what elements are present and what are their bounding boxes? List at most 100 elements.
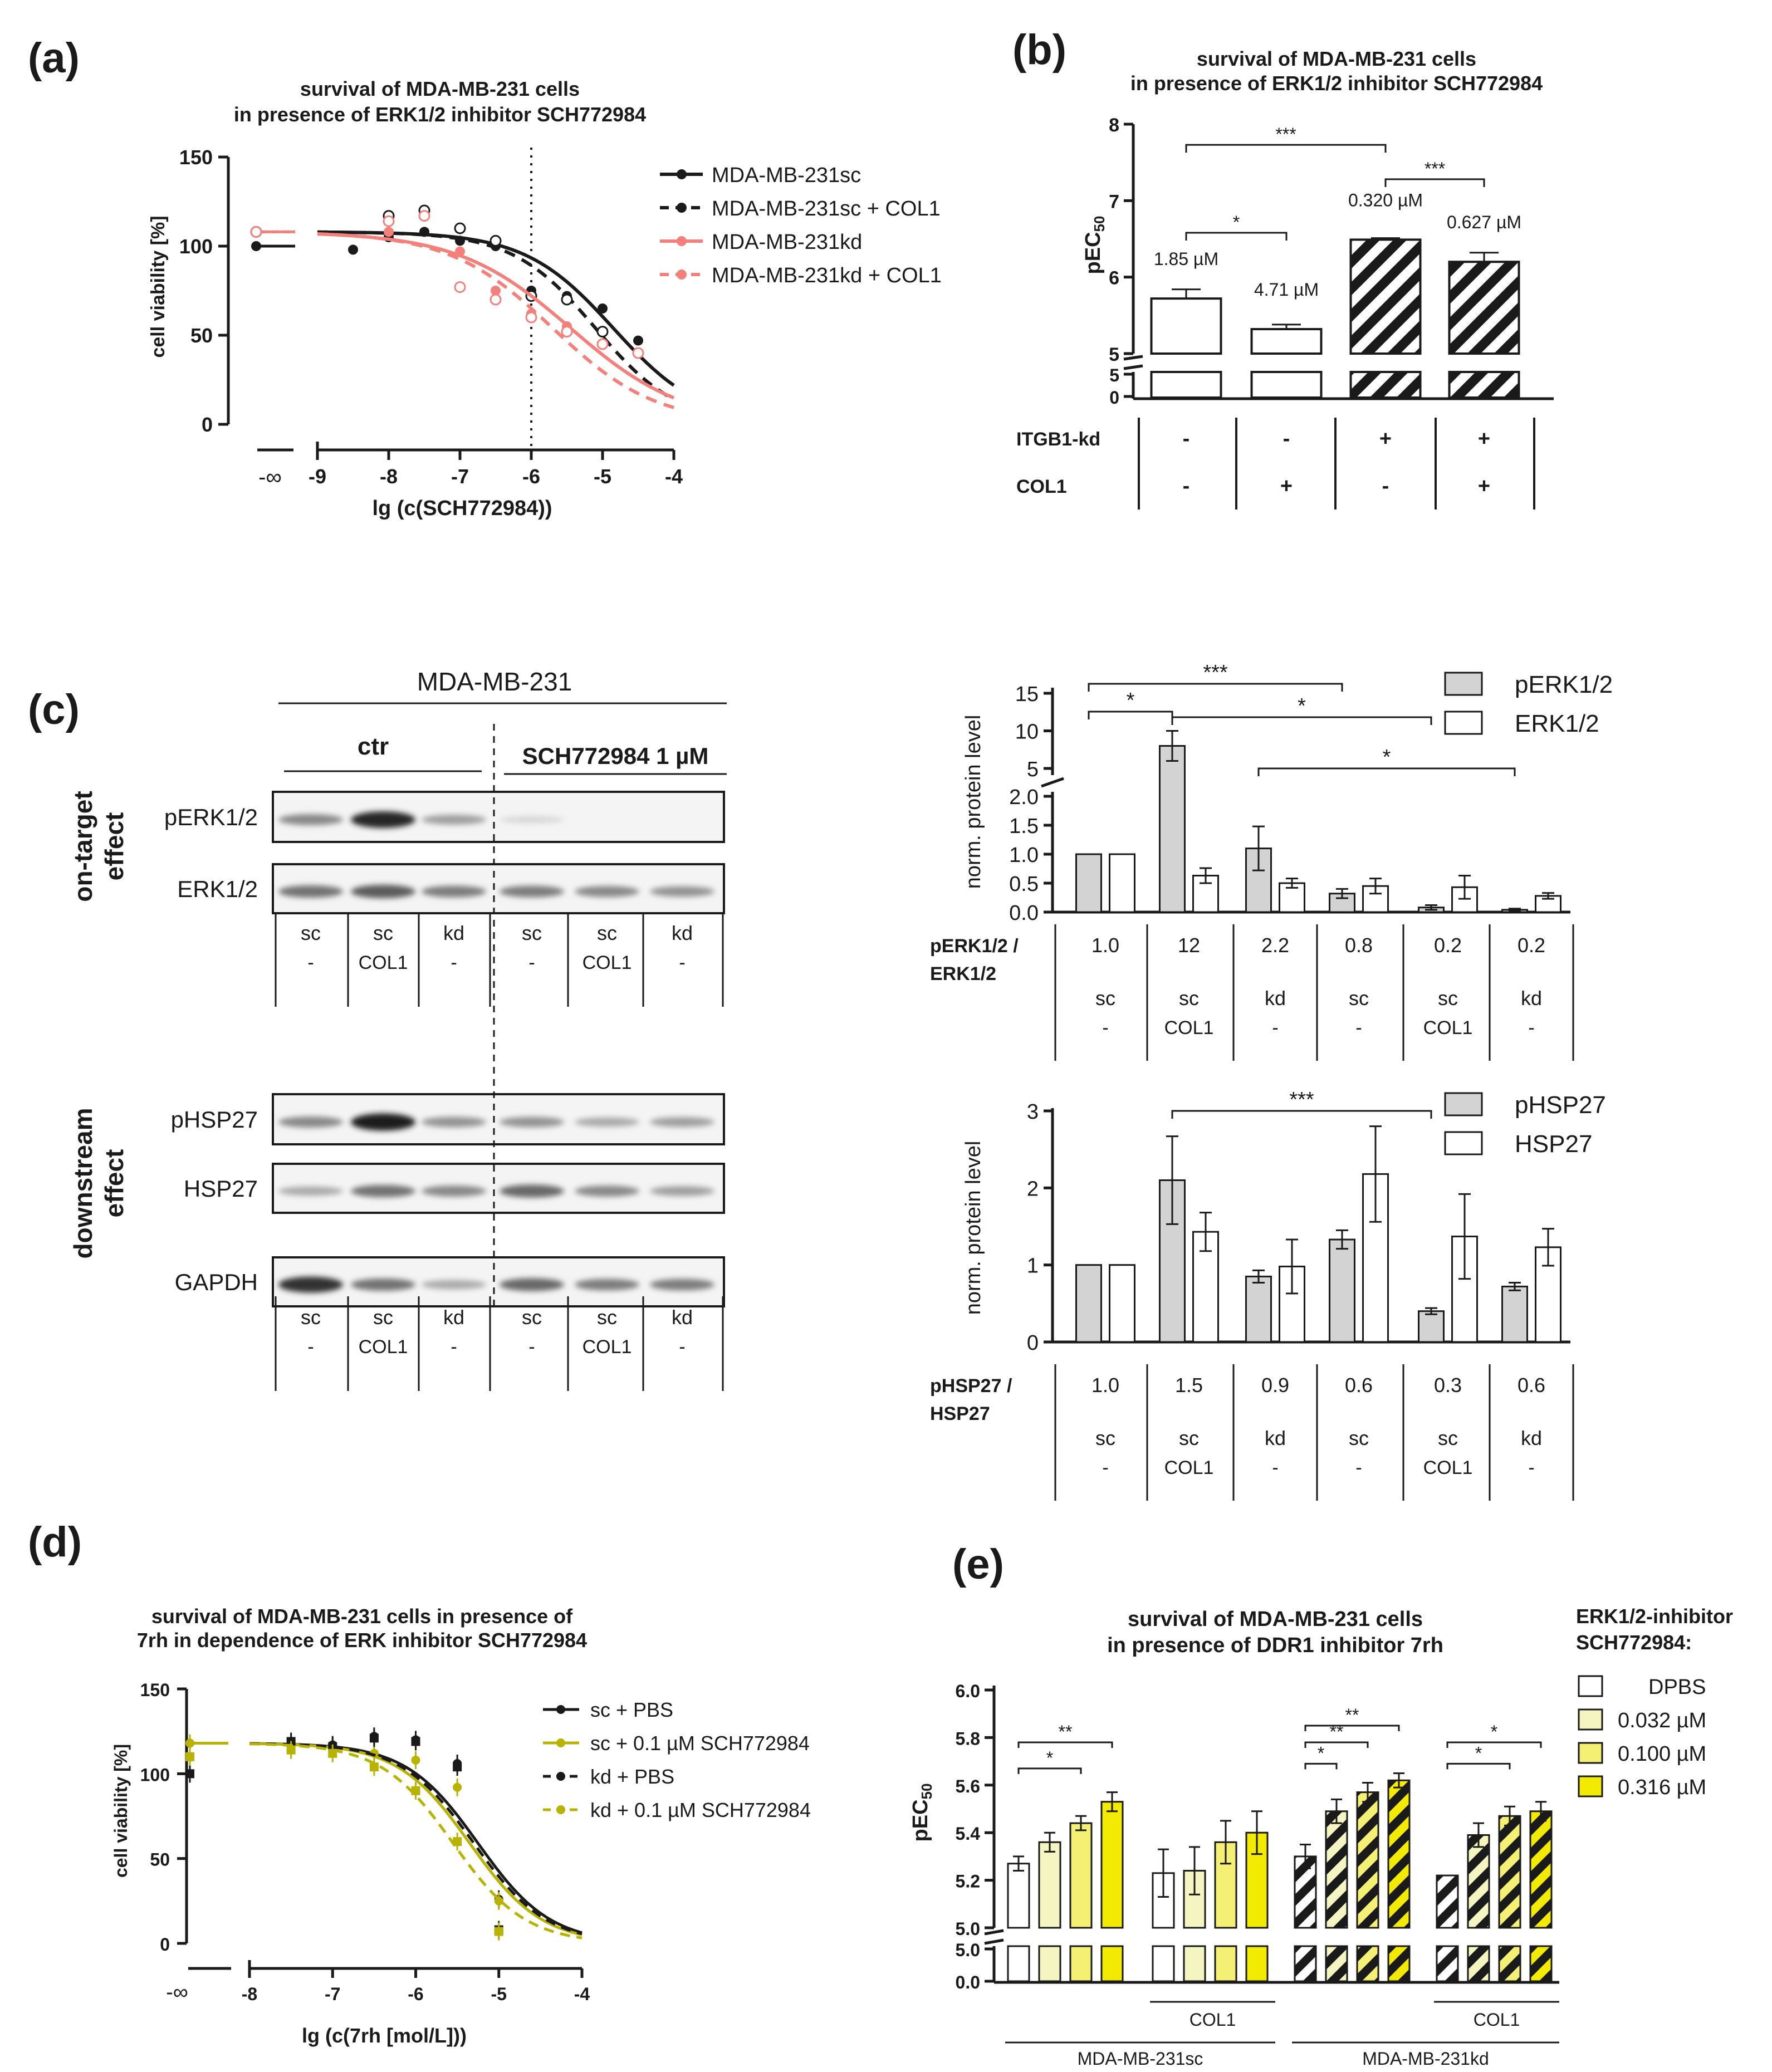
d-y-ticks: 0 50 100 150: [140, 1680, 187, 1955]
d-series: [185, 1727, 582, 1941]
b-table-cell: +: [1280, 474, 1293, 498]
blot-band: [575, 1279, 639, 1291]
blot-band: [650, 1117, 714, 1127]
c-bar: [1245, 1275, 1272, 1343]
e-lower-tick-label: 0.0: [956, 1972, 980, 1992]
significance-label: **: [1330, 1722, 1344, 1742]
blot-lane-type: sc: [301, 922, 321, 944]
c-bar: [1109, 853, 1135, 913]
c-treatment: COL1: [1423, 1457, 1473, 1478]
blot-strip: [272, 1093, 725, 1145]
c-ratio-value: 1.5: [1175, 1374, 1203, 1397]
e-bar: [1529, 1810, 1553, 1929]
e-y-tick-label: 5.2: [956, 1872, 980, 1892]
a-fit-curve: [317, 230, 675, 401]
blot-band: [351, 1278, 415, 1291]
b-table-cell: +: [1478, 427, 1490, 450]
c-cell-type: sc: [1179, 1427, 1199, 1449]
blot-treatment-label: SCH772984 1 µM: [522, 743, 709, 769]
a-data-point: [384, 227, 394, 237]
significance-label: *: [1475, 1743, 1482, 1763]
blot-lane-treatment: COL1: [359, 952, 408, 973]
b-title: survival of MDA-MB-231 cells: [1197, 47, 1476, 70]
a-data-point: [525, 311, 537, 324]
blot-ctr-label: ctr: [358, 733, 389, 760]
significance-bracket: [1017, 1767, 1082, 1774]
c-break-mark: [1041, 777, 1064, 788]
e-bar: [1498, 1815, 1521, 1929]
b-table-cell: -: [1382, 474, 1389, 498]
significance-label: ***: [1289, 1088, 1314, 1111]
blot-lane-tables: sc - sc COL1 kd - sc - sc COL1 kd - sc - sc COL1 kd - sc - s…: [275, 912, 724, 1391]
d-legend-marker: [556, 1738, 565, 1747]
c-ratio-value: 0.6: [1345, 1374, 1373, 1397]
e-cell-line-label: MDA-MB-231sc: [1078, 2049, 1203, 2069]
c-treatment: -: [1355, 1457, 1362, 1478]
c-bar: [1329, 1238, 1355, 1343]
e-bar: [1387, 1779, 1411, 1929]
c-treatment: -: [1272, 1017, 1278, 1039]
c-cell-type: sc: [1095, 987, 1115, 1010]
blot-lane-type: kd: [443, 922, 464, 944]
significance-label: *: [1383, 746, 1391, 769]
d-x-tick-label: -7: [325, 1984, 340, 2004]
e-title: survival of MDA-MB-231 cells: [1128, 1608, 1423, 1631]
c-cell-type: kd: [1521, 1427, 1542, 1449]
c-ylabel: norm. protein level: [962, 715, 985, 889]
e-legend-label: 0.032 µM: [1618, 1709, 1706, 1732]
d-fit-curve: [249, 1742, 582, 1939]
b-bar-lower: [1448, 371, 1520, 399]
blot-band: [650, 886, 714, 897]
b-subtitle: in presence of ERK1/2 inhibitor SCH77298…: [1130, 72, 1543, 95]
a-data-point: [561, 326, 573, 338]
c-treatment: -: [1528, 1457, 1534, 1478]
e-legend-swatch: [1578, 1775, 1603, 1797]
a-data-point: [251, 241, 261, 251]
e-legend-label: 0.100 µM: [1618, 1742, 1706, 1766]
c-cell-type: sc: [1349, 1427, 1369, 1449]
panel-a-dose-response: survival of MDA-MB-231 cells in presence…: [148, 77, 942, 520]
c-legend-swatch: [1444, 672, 1483, 696]
blot-lane-type: sc: [522, 922, 542, 944]
significance-label: ***: [1425, 159, 1445, 179]
significance-bracket: [1088, 683, 1343, 692]
significance-bracket: [1304, 1725, 1400, 1732]
d-y-tick-label: 0: [160, 1934, 170, 1955]
a-x-tick-label: -9: [309, 465, 326, 488]
e-bar-lower: [1038, 1945, 1061, 1982]
significance-label: *: [1318, 1743, 1324, 1763]
c-ratio-value: 0.8: [1345, 934, 1373, 957]
b-lower-tick-label: 0: [1109, 388, 1119, 408]
e-cell-line-label: MDA-MB-231kd: [1362, 2049, 1489, 2069]
blot-band: [422, 885, 486, 898]
significance-bracket: [1185, 232, 1288, 241]
c-ratio-value: 0.2: [1434, 934, 1462, 957]
c-ratio-value: 2.2: [1261, 934, 1289, 957]
b-value-label: 1.85 µM: [1154, 249, 1218, 269]
a-data-point: [489, 234, 502, 247]
a-xlabel: lg (c(SCH772984)): [372, 497, 552, 520]
b-table-cell: +: [1379, 427, 1392, 450]
blot-band: [351, 811, 415, 828]
d-legend-label: kd + 0.1 µM SCH772984: [590, 1799, 811, 1821]
e-bar-lower: [1436, 1945, 1459, 1982]
a-x-tick-label: -8: [380, 465, 398, 488]
significance-bracket: [1257, 767, 1516, 776]
e-legend-swatch: [1578, 1742, 1603, 1764]
b-bars: 1.85 µM4.71 µM0.320 µM0.627 µM*******: [1150, 124, 1521, 399]
d-legend: sc + PBS sc + 0.1 µM SCH772984 kd + PBS kd …: [543, 1698, 811, 1821]
a-data-point: [598, 303, 608, 314]
c-legend-swatch: [1444, 1131, 1483, 1155]
e-y-tick-label: 5.8: [956, 1728, 980, 1748]
b-break-mark: [1123, 364, 1143, 370]
on-target-label: on-targeteffect: [68, 791, 129, 902]
d-xlabel: lg (c(7rh [mol/L])): [302, 2024, 467, 2047]
a-legend-marker: [677, 203, 687, 213]
significance-label: *: [1491, 1722, 1497, 1742]
a-legend-label: MDA-MB-231sc + COL1: [712, 197, 941, 221]
e-y-tick-label: 6.0: [956, 1681, 980, 1701]
e-col1-label: COL1: [1474, 2010, 1520, 2030]
c-treatment: COL1: [1423, 1017, 1473, 1039]
significance-label: **: [1059, 1722, 1073, 1742]
